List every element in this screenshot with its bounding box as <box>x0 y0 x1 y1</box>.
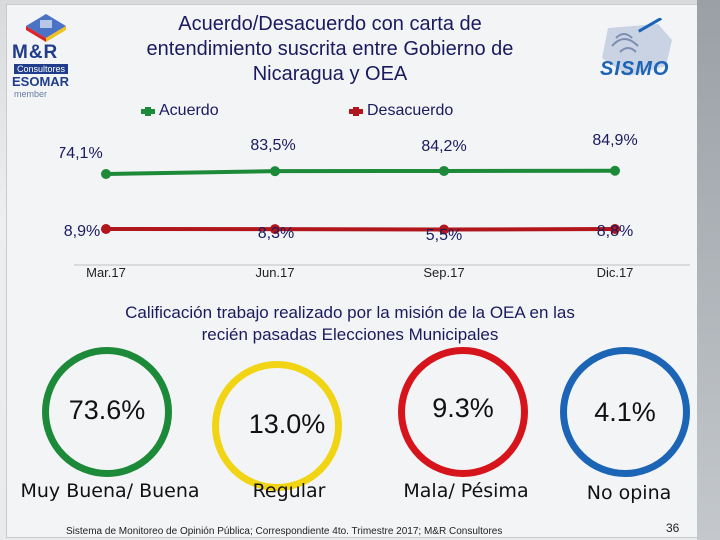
x-tick-label-2: Sep.17 <box>423 265 464 280</box>
rating-subtitle-line-2: recién pasadas Elecciones Municipales <box>201 325 499 344</box>
data-label-desacuerdo-3: 8,8% <box>597 223 633 240</box>
page-number: 36 <box>666 521 680 535</box>
x-tick-label-0: Mar.17 <box>86 265 126 280</box>
data-point-acuerdo-1 <box>270 166 280 177</box>
legend-acuerdo-swatch <box>141 106 155 116</box>
sismo-logo: SISMO <box>588 18 684 94</box>
data-label-desacuerdo-0: 8,9% <box>64 223 100 240</box>
data-point-acuerdo-2 <box>439 165 449 176</box>
chart-title-line-2: entendimiento suscrita entre Gobierno de <box>146 38 514 60</box>
slide-side-bar <box>697 0 720 540</box>
legend-acuerdo-label: Acuerdo <box>159 102 219 119</box>
data-label-desacuerdo-2: 5,5% <box>426 227 462 244</box>
rating-label-muy-buena: Muy Buena/ Buena <box>20 480 200 502</box>
chart-title-line-3: Nicaragua y OEA <box>252 63 408 85</box>
esomar-member-text: member <box>14 89 48 99</box>
data-point-desacuerdo-3 <box>610 224 620 235</box>
footer-source: Sistema de Monitoreo de Opinión Pública;… <box>66 526 503 537</box>
data-label-acuerdo-0: 74,1% <box>60 145 103 162</box>
data-point-desacuerdo-2 <box>439 224 449 235</box>
rating-label-no-opina: No opina <box>586 482 672 504</box>
legend-desacuerdo-label: Desacuerdo <box>367 102 454 119</box>
legend-acuerdo: Acuerdo <box>141 101 219 121</box>
data-point-desacuerdo-1 <box>270 224 280 235</box>
legend-desacuerdo: Desacuerdo <box>349 101 453 121</box>
data-point-desacuerdo-0 <box>101 224 111 234</box>
rating-ring-no-opina <box>560 347 690 477</box>
data-label-desacuerdo-1: 8,3% <box>258 225 294 242</box>
mr-consultores-logo: M&R Consultores ESOMAR member <box>12 10 82 99</box>
rating-ring-regular <box>212 361 342 491</box>
chart-title-line-1: Acuerdo/Desacuerdo con carta de <box>178 13 482 35</box>
rating-value-regular: 13.0% <box>248 409 326 439</box>
x-tick-label-3: Dic.17 <box>597 265 634 280</box>
rating-value-mala: 9.3% <box>432 393 494 423</box>
rating-value-no-opina: 4.1% <box>594 397 656 427</box>
rating-label-mala: Mala/ Pésima <box>403 480 529 502</box>
mr-cube-icon <box>26 14 66 42</box>
mr-consultores-text: Consultores <box>14 64 69 74</box>
series-line-acuerdo <box>105 168 616 176</box>
rating-ring-muy-buena <box>42 347 172 477</box>
data-label-acuerdo-1: 83,5% <box>250 137 295 154</box>
esomar-text: ESOMAR <box>12 74 70 89</box>
data-point-acuerdo-0 <box>101 169 111 179</box>
rating-subtitle: Calificación trabajo realizado por la mi… <box>40 302 660 346</box>
mr-brand: M&R <box>12 42 59 63</box>
data-point-acuerdo-3 <box>610 165 620 176</box>
rating-ring-mala <box>398 347 528 477</box>
legend-desacuerdo-swatch <box>349 106 363 116</box>
data-label-acuerdo-3: 84,9% <box>592 132 637 149</box>
rating-label-regular: Regular <box>252 480 326 502</box>
chart-title: Acuerdo/Desacuerdo con carta de entendim… <box>90 12 570 87</box>
data-label-acuerdo-2: 84,2% <box>421 138 466 155</box>
sismo-map-icon <box>602 18 672 76</box>
rating-subtitle-line-1: Calificación trabajo realizado por la mi… <box>125 303 575 322</box>
sismo-word: SISMO <box>600 58 670 80</box>
rating-value-muy-buena: 73.6% <box>68 395 146 425</box>
line-chart: 74,1% 83,5% 84,2% 84,9% 8,9% 8,3% 5,5% 8,8% Mar.… <box>60 132 690 280</box>
series-line-desacuerdo <box>105 227 616 232</box>
x-tick-label-1: Jun.17 <box>255 265 294 280</box>
